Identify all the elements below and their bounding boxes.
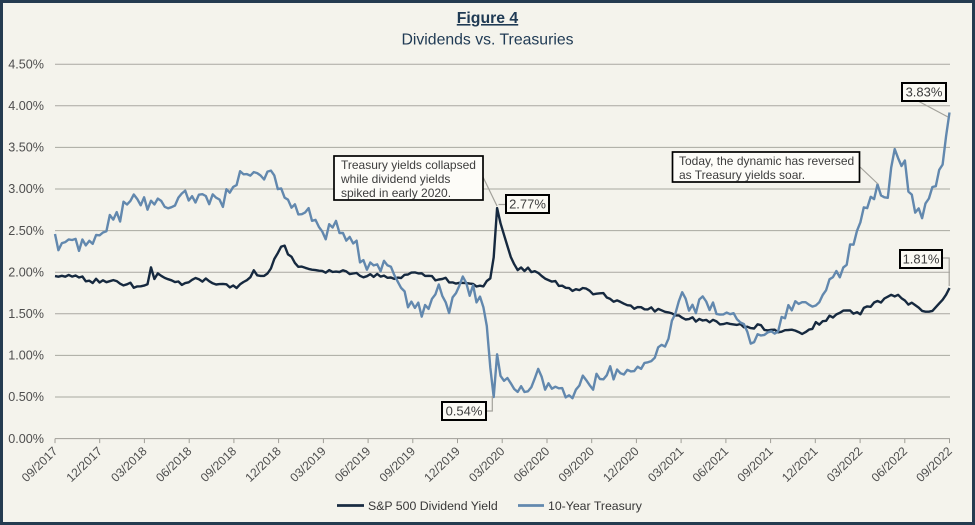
svg-text:spiked in early 2020.: spiked in early 2020.: [341, 186, 451, 200]
svg-text:Dividends vs. Treasuries: Dividends vs. Treasuries: [401, 31, 573, 48]
svg-text:2.50%: 2.50%: [8, 224, 44, 238]
svg-text:3.00%: 3.00%: [8, 182, 44, 196]
svg-text:10-Year Treasury: 10-Year Treasury: [548, 499, 643, 513]
svg-text:1.81%: 1.81%: [903, 252, 940, 267]
svg-text:1.50%: 1.50%: [8, 307, 44, 321]
svg-text:1.00%: 1.00%: [8, 349, 44, 363]
svg-text:3.50%: 3.50%: [8, 141, 44, 155]
svg-text:as Treasury yields soar.: as Treasury yields soar.: [679, 168, 805, 182]
svg-text:S&P 500 Dividend Yield: S&P 500 Dividend Yield: [368, 499, 498, 513]
svg-text:4.00%: 4.00%: [8, 99, 44, 113]
svg-text:Today, the dynamic has reverse: Today, the dynamic has reversed: [679, 154, 854, 168]
svg-text:Figure 4: Figure 4: [457, 10, 519, 27]
svg-text:2.00%: 2.00%: [8, 265, 44, 279]
svg-text:while dividend yields: while dividend yields: [340, 172, 450, 186]
svg-text:0.54%: 0.54%: [446, 404, 483, 419]
svg-text:3.83%: 3.83%: [906, 85, 943, 100]
svg-text:4.50%: 4.50%: [8, 57, 44, 71]
svg-text:2.77%: 2.77%: [509, 197, 546, 212]
svg-text:0.00%: 0.00%: [8, 432, 44, 446]
svg-text:Treasury yields collapsed: Treasury yields collapsed: [341, 158, 476, 172]
svg-text:0.50%: 0.50%: [8, 390, 44, 404]
